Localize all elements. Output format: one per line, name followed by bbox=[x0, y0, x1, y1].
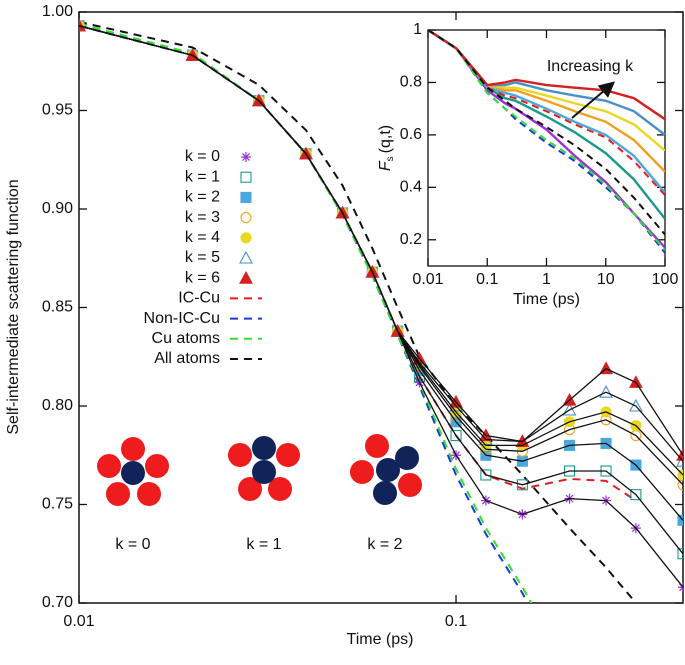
inset-line bbox=[428, 30, 665, 251]
legend-label: k = 3 bbox=[185, 209, 220, 226]
annotation-arrow bbox=[571, 81, 616, 119]
marker bbox=[450, 429, 462, 442]
marker bbox=[599, 385, 613, 398]
x-axis-label: Time (ps) bbox=[347, 631, 414, 648]
legend-label: k = 1 bbox=[185, 168, 220, 185]
inset-y-label-rest: (q,t) bbox=[377, 125, 394, 153]
inset-y-label-main: F bbox=[377, 160, 394, 171]
legend-label: k = 4 bbox=[185, 229, 220, 246]
marker bbox=[240, 232, 252, 244]
x-tick-label: 10 bbox=[597, 271, 615, 288]
y-axis-label: Self-intermediate scattering function bbox=[5, 179, 22, 434]
x-tick-label: 0.1 bbox=[476, 271, 498, 288]
x-tick-label: 0.1 bbox=[445, 613, 467, 630]
annotation: Increasing k bbox=[547, 58, 634, 75]
legend-label: IC-Cu bbox=[178, 290, 220, 307]
inset-y-label: Fs (q,t) bbox=[377, 125, 395, 171]
y-tick-label: 0.2 bbox=[400, 231, 422, 248]
diagram-label: k = 1 bbox=[246, 536, 281, 553]
x-tick-label: 1 bbox=[542, 271, 551, 288]
y-tick-label: 0.4 bbox=[400, 179, 422, 196]
marker bbox=[628, 398, 643, 412]
marker bbox=[630, 489, 642, 501]
y-tick-label: 0.75 bbox=[42, 496, 73, 513]
molecule-diagrams bbox=[97, 434, 422, 506]
marker bbox=[677, 514, 683, 526]
marker bbox=[79, 18, 86, 32]
fit-line bbox=[79, 25, 683, 456]
marker bbox=[516, 479, 528, 491]
marker bbox=[677, 479, 683, 491]
plot-area bbox=[79, 18, 683, 603]
inset-line bbox=[428, 30, 665, 121]
y-tick-label: 1.00 bbox=[42, 3, 73, 20]
marker bbox=[677, 469, 683, 481]
inset-y-label-sub: s bbox=[385, 156, 396, 161]
y-tick-label: 0.70 bbox=[42, 594, 73, 611]
diagram-label: k = 2 bbox=[367, 536, 402, 553]
y-tick-label: 0.8 bbox=[400, 74, 422, 91]
marker bbox=[677, 548, 683, 560]
y-tick-label: 0.95 bbox=[42, 102, 73, 119]
x-tick-label: 100 bbox=[652, 271, 679, 288]
legend-label: Cu atoms bbox=[152, 330, 220, 347]
legend-label: All atoms bbox=[154, 350, 220, 367]
x-tick-label: 0.01 bbox=[412, 271, 443, 288]
legend-label: k = 5 bbox=[185, 249, 220, 266]
y-tick-label: 0.90 bbox=[42, 200, 73, 217]
marker bbox=[241, 152, 251, 162]
legend-label: k = 0 bbox=[185, 148, 220, 165]
inset-background bbox=[427, 29, 666, 267]
diagram-label: k = 0 bbox=[115, 536, 150, 553]
inset-line bbox=[428, 30, 665, 196]
marker bbox=[678, 582, 683, 593]
legend-label: Non-IC-Cu bbox=[144, 310, 220, 327]
marker bbox=[240, 191, 252, 203]
y-tick-label: 1 bbox=[413, 21, 422, 38]
y-tick-label: 0.6 bbox=[400, 126, 422, 143]
x-tick-label: 0.01 bbox=[63, 613, 94, 630]
y-tick-label: 0.80 bbox=[42, 397, 73, 414]
legend-label: k = 6 bbox=[185, 269, 220, 286]
dashed-line bbox=[79, 20, 638, 603]
marker bbox=[562, 402, 577, 416]
marker bbox=[240, 171, 252, 183]
marker bbox=[480, 469, 492, 481]
marker bbox=[239, 250, 253, 264]
marker bbox=[239, 271, 253, 284]
legend-label: k = 2 bbox=[185, 189, 220, 206]
inset-x-label: Time (ps) bbox=[513, 291, 580, 308]
marker bbox=[240, 212, 252, 224]
inset-plot bbox=[428, 30, 665, 254]
inset-line bbox=[428, 30, 665, 236]
y-tick-label: 0.85 bbox=[42, 299, 73, 316]
